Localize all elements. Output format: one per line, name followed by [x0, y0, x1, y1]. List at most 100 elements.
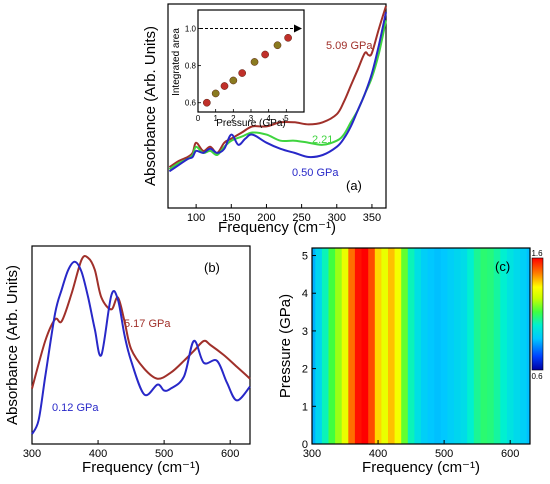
panel-b-series — [31, 255, 251, 435]
heatmap-cell — [520, 248, 528, 444]
heatmap-cell — [427, 248, 435, 444]
panel-a-series — [168, 5, 387, 173]
heatmap-cell — [487, 248, 495, 444]
heatmap-cell — [341, 248, 349, 444]
heatmap-cell — [513, 248, 521, 444]
inset-point — [202, 98, 211, 107]
heatmap-cell — [447, 248, 455, 444]
x-tick-label: 300 — [328, 212, 346, 224]
heatmap-cell — [335, 248, 343, 444]
heatmap-cell — [500, 248, 508, 444]
heatmap-cell — [506, 248, 515, 444]
heatmap-cell — [460, 248, 468, 444]
x-tick-label: 600 — [501, 448, 519, 460]
inset-x-tick-label: 5 — [284, 114, 289, 123]
x-tick-label: 100 — [187, 212, 205, 224]
panel-b: 300 400 500 600 Frequency (cm⁻¹) Absorbance… — [4, 245, 251, 476]
series-line-0 — [31, 255, 251, 389]
panel-a-series-label-green: 2.21 — [312, 134, 333, 146]
heatmap-cell — [440, 248, 448, 444]
heatmap-cell — [473, 248, 481, 444]
heatmap-cell — [348, 248, 356, 444]
inset-content: 0 1 2 3 4 5 0.6 0.8 1.0 — [185, 24, 302, 123]
heatmap-cell — [381, 248, 389, 444]
inset-point — [211, 89, 220, 98]
panel-c-x-axis-label: Frequency (cm⁻¹) — [362, 459, 480, 476]
panel-a-x-ticks: 100 150 200 250 300 350 — [187, 204, 381, 224]
inset-x-tick-label: 3 — [249, 114, 254, 123]
inset-point — [261, 50, 269, 59]
panel-b-frame — [31, 245, 251, 445]
heatmap-cell — [328, 248, 336, 444]
panel-b-letter: (b) — [204, 260, 220, 275]
heatmap-cell — [421, 248, 429, 444]
panel-c: 300 400 500 600 0 1 2 3 4 5 Frequency (cm⁻¹) Pre… — [277, 247, 544, 476]
inset-x-tick-label: 4 — [266, 114, 271, 123]
heatmap-cell — [454, 248, 462, 444]
inset-reference-arrow — [294, 24, 302, 33]
panel-c-letter: (c) — [495, 259, 510, 274]
inset-x-axis-label: Pressure (GPa) — [216, 118, 285, 129]
panel-c-x-ticks: 300 400 500 600 — [303, 440, 519, 460]
panel-b-x-axis-label: Frequency (cm⁻¹) — [82, 459, 200, 476]
x-tick-label: 200 — [257, 212, 275, 224]
y-tick-label: 4 — [302, 288, 308, 300]
inset-x-tick-label: 1 — [213, 114, 218, 123]
inset-y-tick-label: 0.8 — [185, 62, 197, 71]
panel-a-inset: 0 1 2 3 4 5 0.6 0.8 1.0 Pressure (GPa) Integrate… — [171, 9, 305, 129]
inset-y-axis-label: Integrated area — [171, 28, 182, 96]
heatmap-cell — [312, 248, 316, 444]
panel-a: 100 150 200 250 300 350 Frequency (cm⁻¹) Abso… — [142, 3, 387, 236]
inset-y-tick-label: 0.6 — [185, 99, 197, 108]
panel-b-x-ticks: 300 400 500 600 — [23, 440, 239, 460]
heatmap-cell — [434, 248, 442, 444]
inset-point — [250, 58, 259, 66]
panel-b-series-label-blue: 0.12 GPa — [52, 402, 99, 414]
inset-x-tick-label: 2 — [231, 114, 236, 123]
heatmap-cell — [368, 248, 376, 444]
heatmap-cell — [526, 248, 530, 444]
inset-point — [229, 76, 238, 85]
x-tick-label: 400 — [89, 448, 107, 460]
panel-b-series-label-red: 5.17 GPa — [124, 318, 171, 330]
y-tick-label: 5 — [302, 251, 308, 263]
panel-a-series-label-red: 5.09 GPa — [326, 40, 373, 52]
series-line-2 — [168, 11, 387, 173]
inset-point — [284, 33, 292, 42]
panel-a-x-axis-label: Frequency (cm⁻¹) — [218, 219, 336, 236]
x-tick-label: 150 — [222, 212, 240, 224]
panel-b-y-axis-label: Absorbance (Arb. Units) — [4, 265, 21, 425]
heatmap-cell — [414, 248, 422, 444]
inset-point — [273, 41, 282, 50]
heatmap-cells — [312, 248, 530, 444]
y-tick-label: 3 — [302, 326, 308, 338]
series-line-0 — [168, 5, 387, 169]
colorbar-max-label: 1.6 — [531, 249, 543, 258]
heatmap-cell — [388, 248, 396, 444]
panel-c-frame — [311, 247, 531, 445]
y-tick-label: 1 — [302, 401, 308, 413]
heatmap-cell — [321, 248, 330, 444]
inset-point — [220, 82, 229, 90]
panel-a-series-label-blue: 0.50 GPa — [292, 167, 339, 179]
heatmap-cell — [394, 248, 402, 444]
x-tick-label: 300 — [23, 448, 41, 460]
panel-c-y-axis-label: Pressure (GPa) — [277, 294, 294, 398]
colorbar — [531, 257, 544, 371]
heatmap-cell — [315, 248, 323, 444]
series-line-1 — [31, 260, 251, 435]
inset-x-tick-label: 0 — [196, 114, 201, 123]
heatmap-cell — [467, 248, 475, 444]
heatmap-cell — [493, 248, 501, 444]
x-tick-label: 500 — [155, 448, 173, 460]
y-tick-label: 2 — [302, 364, 308, 376]
panel-a-y-axis-label: Absorbance (Arb. Units) — [142, 26, 159, 186]
panel-a-frame — [167, 3, 387, 209]
panel-a-letter: (a) — [346, 178, 362, 193]
x-tick-label: 500 — [435, 448, 453, 460]
x-tick-label: 600 — [221, 448, 239, 460]
heatmap-cell — [361, 248, 369, 444]
colorbar-min-label: 0.6 — [531, 372, 543, 381]
